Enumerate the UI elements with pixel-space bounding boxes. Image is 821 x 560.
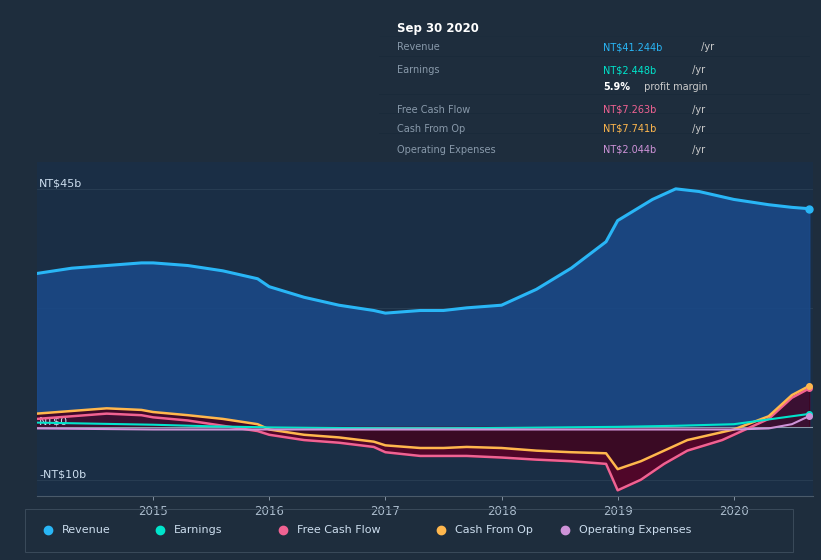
Text: profit margin: profit margin (641, 82, 708, 92)
Text: Earnings: Earnings (397, 66, 439, 76)
Text: 5.9%: 5.9% (603, 82, 631, 92)
Text: /yr: /yr (689, 105, 705, 115)
Text: /yr: /yr (689, 66, 705, 76)
Text: NT$2.044b: NT$2.044b (603, 145, 657, 155)
Text: Cash From Op: Cash From Op (456, 525, 533, 535)
Text: Revenue: Revenue (62, 525, 110, 535)
Text: /yr: /yr (689, 145, 705, 155)
Text: NT$2.448b: NT$2.448b (603, 66, 657, 76)
Text: Operating Expenses: Operating Expenses (397, 145, 495, 155)
Text: Free Cash Flow: Free Cash Flow (297, 525, 381, 535)
Text: Operating Expenses: Operating Expenses (579, 525, 691, 535)
Text: Revenue: Revenue (397, 43, 439, 53)
Text: Earnings: Earnings (173, 525, 222, 535)
Text: Sep 30 2020: Sep 30 2020 (397, 22, 479, 35)
Text: NT$7.741b: NT$7.741b (603, 124, 657, 134)
Text: NT$7.263b: NT$7.263b (603, 105, 657, 115)
Text: /yr: /yr (699, 43, 714, 53)
Text: NT$41.244b: NT$41.244b (603, 43, 663, 53)
Text: /yr: /yr (689, 124, 705, 134)
Text: -NT$10b: -NT$10b (39, 470, 86, 480)
Text: Cash From Op: Cash From Op (397, 124, 465, 134)
Text: NT$0: NT$0 (39, 417, 68, 427)
Text: Free Cash Flow: Free Cash Flow (397, 105, 470, 115)
Text: NT$45b: NT$45b (39, 179, 83, 189)
